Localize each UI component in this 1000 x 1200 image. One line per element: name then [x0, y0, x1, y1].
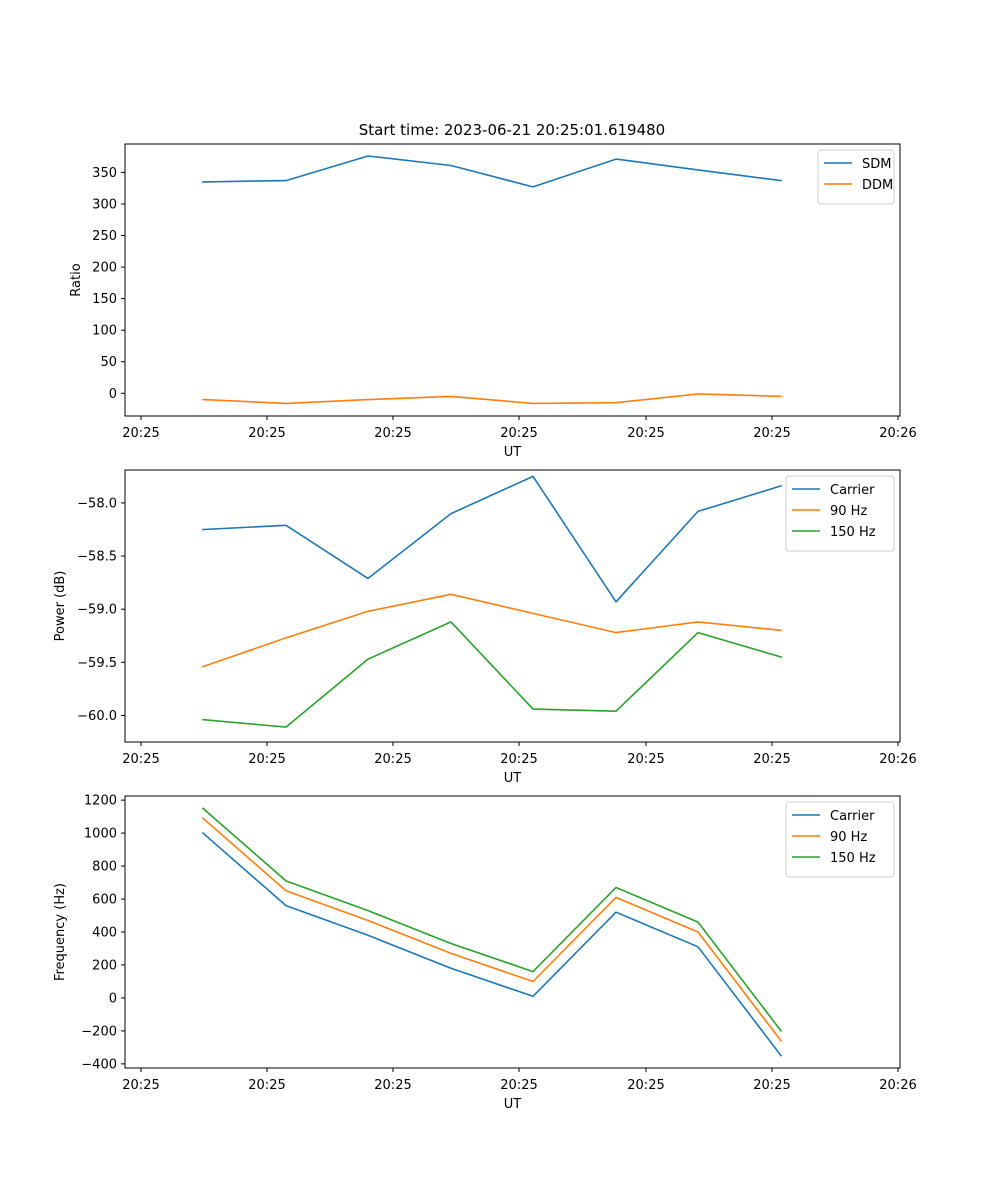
x-tick-label: 20:25	[500, 426, 537, 441]
x-tick-label: 20:25	[753, 1078, 790, 1093]
x-tick-label: 20:26	[879, 752, 916, 767]
y-tick-label: −60.0	[77, 709, 117, 724]
series-line-90-hz	[201, 593, 782, 668]
y-tick-label: 800	[92, 860, 117, 875]
x-tick-label: 20:25	[753, 426, 790, 441]
series-line-ddm	[202, 393, 782, 405]
x-tick-label: 20:25	[248, 752, 285, 767]
x-tick-label: 20:25	[500, 1078, 537, 1093]
axes-frame	[124, 143, 901, 417]
x-tick-label: 20:26	[879, 1078, 916, 1093]
legend-label: 150 Hz	[830, 851, 876, 866]
legend-label: DDM	[862, 178, 893, 193]
x-tick-label: 20:25	[248, 426, 285, 441]
series-line-150-hz	[201, 807, 783, 1033]
x-tick-label: 20:25	[753, 752, 790, 767]
y-tick-label: 200	[92, 261, 117, 276]
y-axis-label: Power (dB)	[53, 571, 68, 642]
x-tick-label: 20:25	[374, 1078, 411, 1093]
figure-title: Start time: 2023-06-21 20:25:01.619480	[359, 121, 665, 139]
y-tick-label: −59.0	[77, 603, 117, 618]
y-tick-label: 300	[92, 197, 117, 212]
chart-panel-2: −60.0 −59.5 −59.0 −58.5 −58.0 20:25 20:25 20:25…	[53, 469, 917, 786]
y-tick-label: −58.5	[77, 550, 117, 565]
legend: SDM DDM	[817, 149, 895, 205]
x-tick-label: 20:25	[627, 426, 664, 441]
x-axis-label: UT	[504, 771, 522, 786]
axes-frame	[124, 795, 901, 1069]
chart-panel-1: 0 50 100 150 200 250 300 350 20:25 20:25 20:25 20:2…	[69, 143, 917, 460]
y-tick-label: 350	[92, 166, 117, 181]
legend-label: 150 Hz	[830, 525, 876, 540]
y-tick-label: 1200	[84, 794, 117, 809]
y-tick-label: −200	[81, 1024, 117, 1039]
legend-box	[785, 801, 895, 878]
legend-label: 90 Hz	[830, 504, 867, 519]
series-line-carrier	[202, 475, 782, 603]
y-tick-label: 1000	[84, 827, 117, 842]
x-tick-label: 20:25	[627, 1078, 664, 1093]
x-tick-label: 20:25	[374, 752, 411, 767]
series-line-90-hz	[201, 817, 783, 1042]
legend-label: 90 Hz	[830, 830, 867, 845]
y-axis-label: Ratio	[69, 263, 84, 296]
series-line-sdm	[202, 155, 782, 188]
y-tick-label: 600	[92, 893, 117, 908]
y-tick-label: −59.5	[77, 656, 117, 671]
x-tick-label: 20:25	[122, 426, 159, 441]
y-tick-label: −400	[81, 1057, 117, 1072]
axes-frame	[124, 469, 901, 743]
x-tick-label: 20:25	[374, 426, 411, 441]
series-line-150-hz	[202, 621, 782, 728]
x-tick-label: 20:25	[248, 1078, 285, 1093]
x-axis-label: UT	[504, 1097, 522, 1112]
legend-box	[785, 475, 895, 552]
legend-label: Carrier	[830, 483, 875, 498]
x-tick-label: 20:25	[122, 752, 159, 767]
y-tick-label: 50	[100, 355, 117, 370]
x-tick-label: 20:26	[879, 426, 916, 441]
series-line-carrier	[201, 831, 783, 1057]
y-tick-label: 400	[92, 926, 117, 941]
x-tick-label: 20:25	[500, 752, 537, 767]
y-tick-label: −58.0	[77, 496, 117, 511]
y-tick-label: 250	[92, 229, 117, 244]
y-axis-label: Frequency (Hz)	[53, 883, 68, 981]
legend: Carrier 90 Hz 150 Hz	[785, 475, 895, 552]
x-tick-label: 20:25	[627, 752, 664, 767]
y-tick-label: 200	[92, 958, 117, 973]
y-tick-label: 0	[109, 387, 117, 402]
x-tick-label: 20:25	[122, 1078, 159, 1093]
chart-panel-3: −400 −200 0 200 400 600 800 1000 1200 20:25 20:25 2…	[53, 794, 917, 1112]
y-tick-label: 0	[109, 991, 117, 1006]
y-tick-label: 100	[92, 324, 117, 339]
legend-label: SDM	[862, 157, 891, 172]
legend-label: Carrier	[830, 809, 875, 824]
legend: Carrier 90 Hz 150 Hz	[785, 801, 895, 878]
y-tick-label: 150	[92, 292, 117, 307]
x-axis-label: UT	[504, 445, 522, 460]
